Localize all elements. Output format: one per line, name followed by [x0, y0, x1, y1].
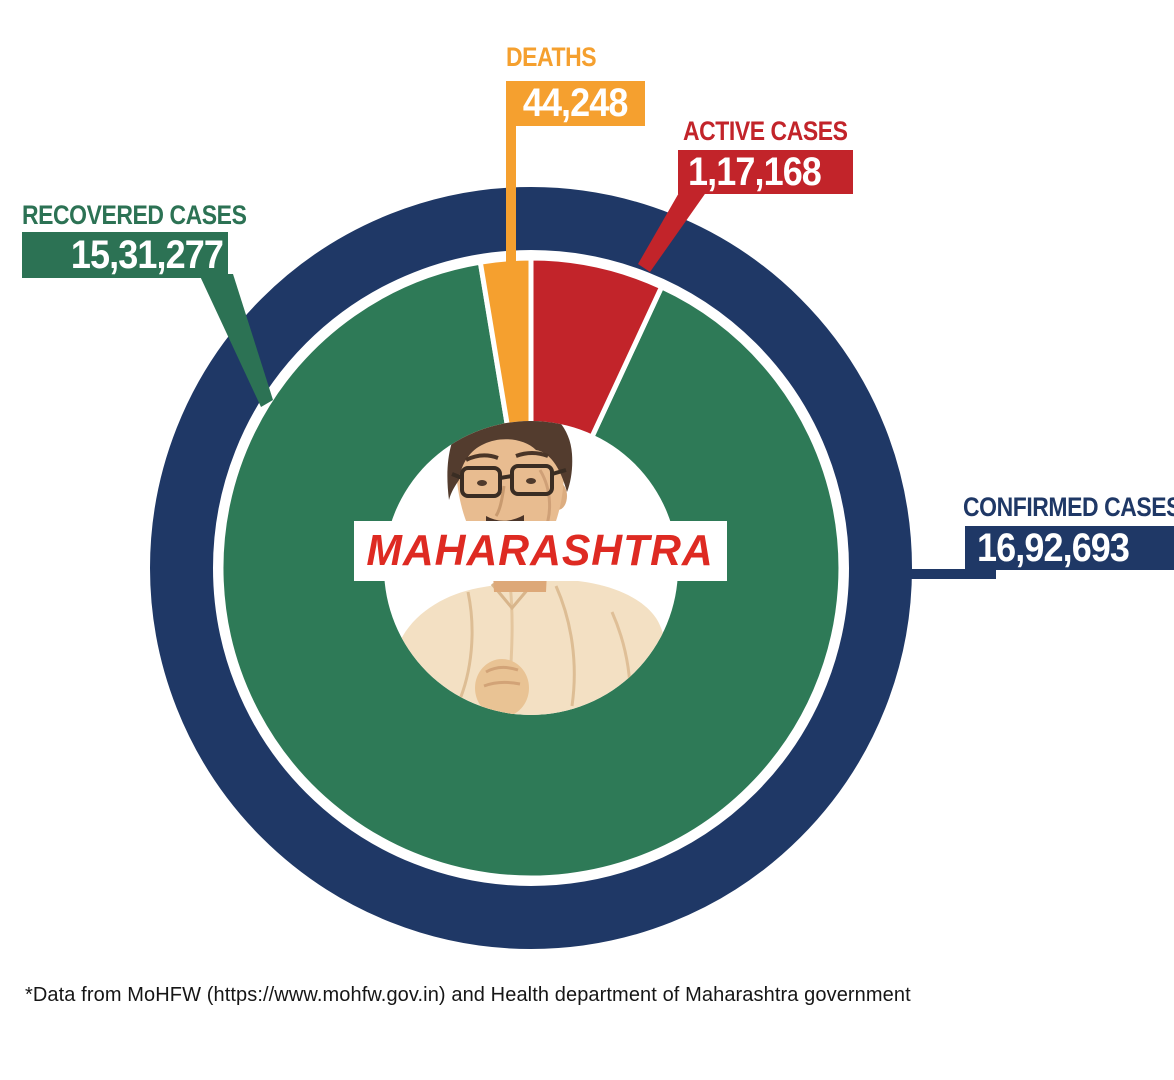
confirmed-cases-ring	[150, 187, 912, 949]
active-cases-callout: ACTIVE CASES 1,17,168	[678, 118, 877, 194]
confirmed-cases-value: 16,92,693	[977, 525, 1130, 570]
deaths-value: 44,248	[523, 81, 629, 125]
state-name-banner: MAHARASHTRA	[354, 521, 727, 581]
deaths-connector-line	[506, 118, 516, 266]
confirmed-cases-label: CONFIRMED CASES	[963, 492, 1174, 522]
recovered-cases-connector-line	[199, 274, 273, 407]
confirmed-cases-connector-line	[894, 569, 996, 579]
active-cases-value-box: 1,17,168	[678, 150, 853, 194]
deaths-label: DEATHS	[506, 42, 597, 72]
recovered-cases-callout: RECOVERED CASES 15,31,277	[22, 202, 286, 278]
state-name: MAHARASHTRA	[366, 526, 715, 575]
recovered-cases-value: 15,31,277	[70, 232, 224, 277]
recovered-cases-label: RECOVERED CASES	[22, 200, 247, 230]
recovered-cases-value-box: 15,31,277	[22, 232, 228, 278]
deaths-value-box: 44,248	[506, 81, 645, 126]
active-cases-label: ACTIVE CASES	[683, 116, 848, 146]
active-cases-value: 1,17,168	[688, 149, 822, 194]
deaths-callout: DEATHS 44,248	[506, 44, 645, 126]
confirmed-cases-callout: CONFIRMED CASES 16,92,693	[963, 494, 1174, 570]
data-source-note: *Data from MoHFW (https://www.mohfw.gov.…	[25, 984, 911, 1006]
active-cases-connector-line	[638, 191, 707, 272]
confirmed-cases-value-box: 16,92,693	[965, 526, 1174, 570]
